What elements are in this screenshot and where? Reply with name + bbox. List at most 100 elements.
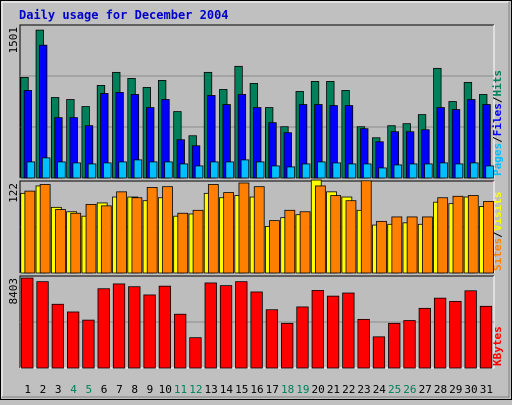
bar-sites-day-5 (85, 203, 97, 274)
y-max-label: 122 (7, 183, 20, 203)
bar-kbytes-day-2 (36, 281, 49, 369)
bar-sites-day-19 (299, 211, 311, 274)
y-max-label: 8403 (7, 278, 20, 305)
bar-pages-day-17 (271, 165, 280, 179)
bar-sites-day-7 (116, 191, 127, 274)
bar-pages-day-15 (240, 159, 250, 179)
bar-pages-day-13 (210, 161, 219, 179)
bar-pages-day-25 (393, 164, 403, 179)
x-tick-label-day-20: 20 (312, 383, 325, 396)
frame-shadow (2, 2, 510, 398)
bar-sites-day-29 (452, 195, 464, 274)
bar-kbytes-day-6 (97, 288, 110, 369)
y-max-label: 1501 (7, 27, 20, 54)
bar-kbytes-day-14 (219, 285, 233, 369)
bar-sites-day-18 (284, 209, 296, 274)
bar-pages-day-4 (72, 162, 81, 179)
x-tick-label-day-8: 8 (131, 383, 138, 396)
bar-sites-day-20 (315, 185, 326, 274)
legend-label: Pages/Files/Hits (491, 70, 504, 176)
bar-pages-day-8 (133, 159, 143, 179)
x-tick-label-day-5: 5 (85, 383, 92, 396)
x-tick-label-day-2: 2 (40, 383, 47, 396)
x-axis-labels: 1 2 3 4 5 6 7 8 9 10 11 12 13 14 15 16 17 18 19 20 21 22 23 24 2… (24, 383, 493, 396)
legend-label: Sites/Visits (491, 192, 504, 272)
bar-sites-day-22 (345, 200, 357, 274)
bar-kbytes-day-10 (158, 285, 172, 369)
bar-kbytes-day-27 (418, 307, 431, 369)
x-tick-label-day-3: 3 (55, 383, 62, 396)
series-files (23, 44, 491, 179)
bar-sites-day-26 (406, 216, 418, 274)
plot-border-top (19, 275, 494, 368)
bar-sites-day-27 (422, 216, 433, 274)
bar-kbytes-day-9 (143, 294, 156, 369)
bar-kbytes-day-31 (479, 305, 493, 369)
bar-pages-day-1 (26, 161, 36, 179)
bar-kbytes-day-12 (189, 337, 202, 369)
bar-sites-day-13 (207, 184, 219, 274)
x-tick-label-day-13: 13 (205, 383, 218, 396)
bar-kbytes-day-20 (311, 290, 324, 369)
frame-highlight (1, 1, 509, 397)
legend-part: Files (491, 103, 504, 136)
legend-part: Sites (491, 238, 504, 271)
bar-sites-day-30 (467, 195, 479, 274)
legend-label: KBytes (491, 326, 504, 366)
x-tick-label-day-9: 9 (147, 383, 154, 396)
x-tick-label-day-15: 15 (235, 383, 248, 396)
legend-part: Pages (491, 143, 504, 176)
x-tick-label-day-29: 29 (449, 383, 462, 396)
bar-pages-day-27 (424, 163, 433, 179)
x-tick-label-day-21: 21 (327, 383, 340, 396)
bar-sites-day-23 (360, 180, 372, 274)
bar-kbytes-day-28 (433, 297, 447, 369)
x-tick-label-day-23: 23 (357, 383, 370, 396)
bar-kbytes-day-1 (21, 277, 34, 369)
plot-border-top (19, 180, 494, 273)
bar-kbytes-day-16 (250, 291, 263, 369)
x-tick-label-day-17: 17 (266, 383, 279, 396)
bar-kbytes-day-26 (403, 320, 416, 369)
bar-pages-day-22 (347, 163, 357, 179)
bar-pages-day-24 (378, 167, 387, 179)
x-tick-label-day-6: 6 (101, 383, 108, 396)
legend-part: / (491, 96, 504, 103)
bar-pages-day-9 (148, 161, 158, 179)
bar-kbytes-day-4 (67, 311, 80, 369)
panel-kbytes: 8403 KBytes (7, 275, 504, 369)
bar-kbytes-day-5 (82, 319, 95, 369)
x-tick-label-day-31: 31 (480, 383, 493, 396)
bar-sites-day-3 (55, 209, 66, 274)
bar-sites-day-11 (177, 212, 189, 274)
x-tick-label-day-25: 25 (388, 383, 401, 396)
bar-sites-day-25 (391, 216, 403, 274)
x-tick-label-day-11: 11 (174, 383, 187, 396)
bar-pages-day-14 (225, 161, 234, 179)
bar-pages-day-7 (118, 161, 127, 179)
x-tick-label-day-28: 28 (434, 383, 447, 396)
legend-part: KBytes (491, 326, 504, 366)
bar-pages-day-16 (255, 161, 265, 179)
bar-pages-day-11 (179, 163, 188, 179)
series-kbytes (21, 277, 493, 369)
x-tick-label-day-4: 4 (70, 383, 77, 396)
bar-kbytes-day-22 (342, 292, 355, 369)
bar-sites-day-10 (162, 186, 173, 274)
bar-pages-day-30 (470, 162, 479, 179)
bar-sites-day-16 (253, 186, 265, 274)
bar-sites-day-12 (192, 209, 204, 274)
bar-sites-day-21 (330, 195, 342, 274)
series-sites (24, 180, 494, 274)
chart-title: Daily usage for December 2004 (19, 8, 229, 22)
bar-sites-day-17 (269, 220, 280, 274)
x-tick-label-day-24: 24 (373, 383, 387, 396)
bar-sites-day-1 (24, 190, 36, 274)
bar-sites-day-28 (437, 197, 449, 274)
bar-sites-day-4 (70, 212, 82, 274)
bar-pages-day-18 (286, 166, 296, 179)
bar-pages-day-28 (439, 162, 448, 179)
bar-sites-day-2 (39, 184, 51, 274)
x-tick-label-day-14: 14 (220, 383, 234, 396)
